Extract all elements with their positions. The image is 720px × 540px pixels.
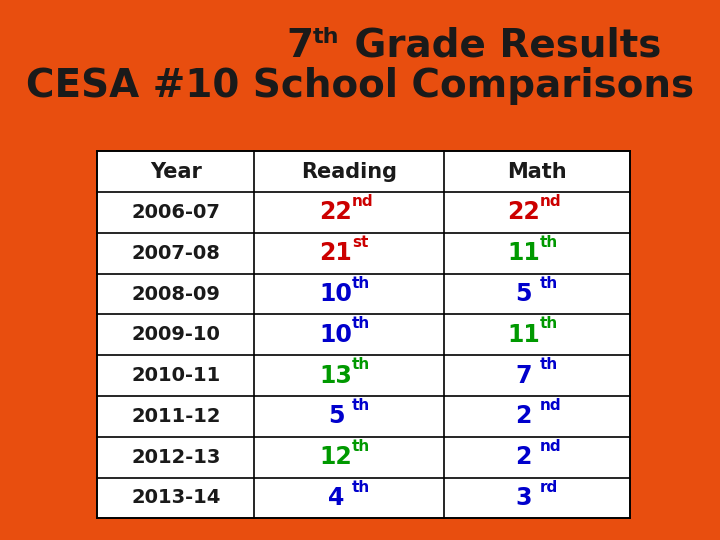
Text: 2011-12: 2011-12 (131, 407, 220, 426)
Text: 11: 11 (508, 241, 540, 265)
Text: 13: 13 (320, 363, 352, 388)
Text: 22: 22 (508, 200, 540, 225)
Text: 10: 10 (320, 323, 352, 347)
Text: 3: 3 (516, 486, 532, 510)
Text: 2010-11: 2010-11 (131, 366, 220, 385)
Text: nd: nd (540, 194, 562, 209)
Text: nd: nd (540, 439, 562, 454)
Text: nd: nd (540, 398, 562, 413)
Text: Math: Math (507, 161, 567, 181)
Text: 4: 4 (328, 486, 344, 510)
Text: 22: 22 (320, 200, 352, 225)
Text: th: th (352, 439, 370, 454)
Text: th: th (352, 398, 370, 413)
Text: st: st (352, 235, 368, 250)
Text: 7: 7 (516, 363, 532, 388)
Text: CESA #10 School Comparisons: CESA #10 School Comparisons (26, 67, 694, 105)
Text: 5: 5 (516, 282, 532, 306)
Text: 2009-10: 2009-10 (131, 325, 220, 345)
Text: th: th (540, 357, 558, 372)
Text: th: th (352, 357, 370, 372)
Text: th: th (540, 276, 558, 291)
Text: th: th (352, 480, 370, 495)
Text: th: th (540, 316, 558, 332)
Text: Reading: Reading (301, 161, 397, 181)
Text: th: th (352, 276, 370, 291)
Text: th: th (352, 316, 370, 332)
Text: Grade Results: Grade Results (341, 26, 661, 65)
Text: rd: rd (540, 480, 558, 495)
Text: 2013-14: 2013-14 (131, 489, 220, 508)
Text: 7: 7 (286, 26, 313, 65)
Text: 10: 10 (320, 282, 352, 306)
Text: 5: 5 (328, 404, 344, 428)
Text: 2012-13: 2012-13 (131, 448, 220, 467)
Text: 2006-07: 2006-07 (131, 203, 220, 222)
Text: 12: 12 (320, 445, 352, 469)
Text: 2008-09: 2008-09 (131, 285, 220, 303)
Text: 21: 21 (320, 241, 352, 265)
FancyBboxPatch shape (97, 151, 630, 518)
Text: 2: 2 (516, 404, 532, 428)
Text: 11: 11 (508, 323, 540, 347)
Text: nd: nd (352, 194, 374, 209)
Text: 2007-08: 2007-08 (131, 244, 220, 262)
Text: 2: 2 (516, 445, 532, 469)
Text: Year: Year (150, 161, 202, 181)
Text: th: th (313, 27, 340, 47)
Text: th: th (540, 235, 558, 250)
